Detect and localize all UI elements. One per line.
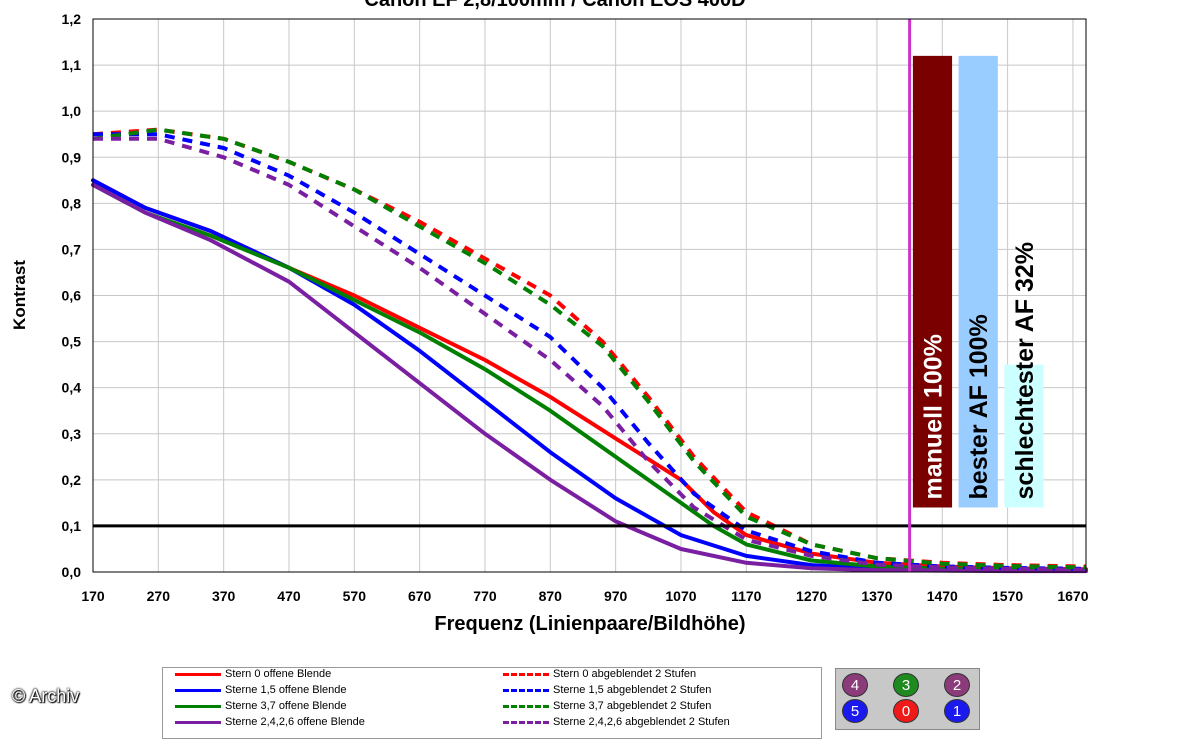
x-tick-label: 770 (473, 588, 497, 604)
marker-4: 4 (842, 673, 868, 697)
legend-item: Stern 0 offene Blende (175, 666, 331, 682)
y-tick-label: 0,2 (62, 472, 82, 488)
af-bars: manuell 100% bester AF 100% schlechtester … (912, 55, 1044, 508)
legend-swatch (503, 672, 549, 676)
x-tick-label: 1470 (927, 588, 958, 604)
x-tick-label: 870 (539, 588, 563, 604)
legend-swatch (503, 720, 549, 724)
legend-item: Sterne 2,4,2,6 abgeblendet 2 Stufen (503, 714, 730, 730)
chart-title: Canon EF 2,8/100mm / Canon EOS 400D (364, 0, 745, 11)
y-axis-label: Kontrast (10, 260, 29, 330)
legend-label: Sterne 3,7 offene Blende (225, 700, 347, 712)
legend-label: Stern 0 offene Blende (225, 668, 332, 680)
legend-label: Stern 0 abgeblendet 2 Stufen (553, 668, 697, 680)
y-tick-label: 0,9 (62, 149, 82, 165)
marker-0: 0 (893, 699, 919, 723)
marker-5: 5 (842, 699, 868, 723)
x-tick-label: 1170 (731, 588, 762, 604)
marker-1: 1 (944, 699, 970, 723)
series-lines (91, 127, 1088, 574)
y-tick-labels: 0,0 0,1 0,2 0,3 0,4 0,5 0,6 0,7 0,8 0,9 1,0 1,1 1,2 (62, 11, 82, 580)
mtf-chart: Canon EF 2,8/100mm / Canon EOS 400D 0,00… (10, 0, 1089, 635)
legend-label: Sterne 1,5 offene Blende (225, 684, 347, 696)
legend-item: Sterne 2,4,2,6 offene Blende (175, 714, 365, 730)
y-tick-label: 1,1 (62, 57, 82, 73)
y-tick-label: 0,1 (62, 518, 82, 534)
bar-1 (958, 55, 998, 508)
y-tick-label: 1,0 (62, 103, 82, 119)
x-tick-label: 1670 (1057, 588, 1088, 604)
x-tick-labels: 170 270 370 470 570 670 770 870 970 1070 1170 1270 1… (81, 588, 1088, 604)
legend-swatch (175, 720, 221, 724)
copyright-credit: © Archiv (12, 686, 80, 706)
y-tick-label: 0,8 (62, 195, 82, 211)
legend-label: Sterne 1,5 abgeblendet 2 Stufen (553, 684, 712, 696)
x-tick-label: 1070 (665, 588, 696, 604)
legend-label: Sterne 2,4,2,6 abgeblendet 2 Stufen (553, 716, 730, 728)
x-tick-label: 270 (147, 588, 171, 604)
star-position-markers: 4 3 2 5 0 1 (835, 668, 980, 730)
legend-item: Sterne 3,7 offene Blende (175, 698, 347, 714)
x-tick-label: 1570 (992, 588, 1023, 604)
x-tick-label: 970 (604, 588, 628, 604)
bar-label-2: schlechtester AF 32% (1011, 242, 1039, 500)
x-tick-label: 670 (408, 588, 432, 604)
legend-label: Sterne 3,7 abgeblendet 2 Stufen (553, 700, 712, 712)
legend-swatch (175, 704, 221, 708)
marker-2: 2 (944, 673, 970, 697)
series-line-4 (92, 127, 1087, 569)
y-tick-label: 0,5 (62, 334, 82, 350)
series-line-6 (92, 127, 1087, 570)
legend-swatch (503, 704, 549, 708)
legend-swatch (503, 688, 549, 692)
x-tick-label: 470 (277, 588, 301, 604)
x-axis-label: Frequenz (Linienpaare/Bildhöhe) (434, 613, 745, 635)
bar-label-1: bester AF 100% (965, 314, 993, 499)
legend-swatch (175, 672, 221, 676)
x-tick-label: 1270 (796, 588, 827, 604)
y-tick-label: 0,4 (62, 380, 82, 396)
x-tick-label: 370 (212, 588, 236, 604)
legend-item: Stern 0 abgeblendet 2 Stufen (503, 666, 696, 682)
bar-label-0: manuell 100% (919, 334, 947, 499)
x-tick-label: 170 (81, 588, 105, 604)
legend-item: Sterne 1,5 abgeblendet 2 Stufen (503, 682, 711, 698)
y-tick-label: 0,0 (62, 564, 82, 580)
x-tick-label: 1370 (861, 588, 892, 604)
plot-frame (92, 18, 1087, 573)
legend-item: Sterne 3,7 abgeblendet 2 Stufen (503, 698, 711, 714)
series-line-7 (93, 136, 1087, 572)
bar-0 (912, 55, 953, 508)
legend: Stern 0 offene Blende Sterne 1,5 offene … (162, 667, 822, 739)
marker-3: 3 (893, 673, 919, 697)
x-tick-label: 570 (343, 588, 367, 604)
legend-item: Sterne 1,5 offene Blende (175, 682, 347, 698)
y-tick-label: 0,6 (62, 288, 82, 304)
y-tick-label: 0,7 (62, 241, 82, 257)
y-tick-label: 0,3 (62, 426, 82, 442)
bar-2 (1004, 364, 1044, 508)
legend-label: Sterne 2,4,2,6 offene Blende (225, 716, 365, 728)
y-tick-label: 1,2 (62, 11, 82, 27)
legend-swatch (175, 688, 221, 692)
